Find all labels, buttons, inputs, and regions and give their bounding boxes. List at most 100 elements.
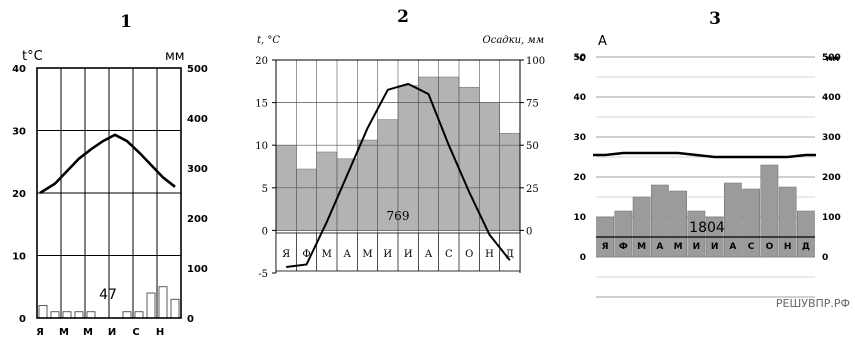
chart-2: 2 t, °C Осадки, мм -5 0 5 10 15 20 0 25 … — [255, 7, 545, 280]
watermark: РЕШУВПР.РФ — [776, 297, 850, 310]
chart-2-month-label: А — [343, 249, 351, 260]
chart-3-month-label: А — [656, 242, 663, 252]
chart-1-precip-bar — [134, 311, 144, 319]
chart-1-y-ticks: 0 10 20 30 40 — [12, 64, 26, 325]
chart-1-precip-bar — [50, 311, 60, 319]
chart-3-month-label: Н — [784, 242, 792, 252]
chart-2-y-tick: 15 — [255, 99, 268, 110]
chart-1-precip-bar — [38, 305, 48, 319]
chart-3-precip-bar — [614, 210, 633, 258]
chart-3-precip-bar — [797, 210, 815, 258]
chart-2-y2-tick: 25 — [526, 184, 539, 195]
chart-2-precip-bar — [479, 102, 500, 231]
chart-3-precip-bar — [742, 188, 760, 258]
chart-1-number: 1 — [120, 12, 132, 32]
chart-2-precip-bar — [418, 76, 439, 231]
chart-3-precip-bar — [760, 164, 779, 258]
chart-1-frame — [36, 67, 182, 319]
chart-3-month-label: Д — [802, 242, 810, 252]
chart-2-precip-unit: Осадки, мм — [483, 35, 544, 46]
chart-3-month-label: А — [729, 242, 736, 252]
chart-3-month-label: Ф — [619, 242, 628, 252]
chart-2-month-label: М — [362, 249, 372, 260]
chart-1-month-label: И — [108, 327, 116, 338]
chart-3-y2-tick: 0 — [822, 253, 828, 263]
chart-2-y-tick: 5 — [262, 184, 268, 195]
chart-2-y2-ticks: 0 25 50 75 100 — [526, 56, 545, 237]
chart-1-temperature-line — [39, 133, 176, 195]
chart-3-month-label: О — [766, 242, 774, 252]
chart-2-month-label: А — [425, 249, 433, 260]
chart-3-y2-tick: 200 — [822, 173, 841, 183]
chart-1-precip-bar — [146, 292, 156, 319]
chart-3-y-tick: 10 — [573, 213, 586, 223]
chart-2-month-label: Ф — [302, 249, 310, 260]
chart-2-y2-tick: 0 — [526, 226, 532, 237]
chart-3-y2-tick: 400 — [822, 93, 841, 103]
chart-1-y-tick: 0 — [19, 314, 26, 325]
chart-2-y-tick: -5 — [258, 269, 268, 280]
chart-2-grid — [276, 60, 520, 233]
chart-2-tick-marks — [272, 59, 524, 274]
chart-2-number: 2 — [397, 7, 409, 27]
chart-2-temperature-line — [286, 82, 511, 268]
chart-1-month-label: М — [59, 327, 69, 338]
chart-3-y-tick: 20 — [573, 173, 586, 183]
chart-2-month-label: И — [404, 249, 413, 260]
chart-2-month-label: Н — [485, 249, 494, 260]
chart-2-bars — [275, 76, 521, 231]
chart-3-y-tick: 0 — [580, 253, 586, 263]
chart-1-y-tick: 10 — [12, 252, 26, 263]
chart-2-month-label: С — [445, 249, 453, 260]
chart-3-temp-unit: °С — [575, 54, 585, 63]
chart-1-y-tick: 30 — [12, 127, 26, 138]
chart-1-y-tick: 20 — [12, 189, 26, 200]
chart-3-bars — [596, 164, 815, 258]
chart-3-month-labels: Я Ф М А М И И А С О Н Д — [602, 242, 810, 252]
chart-2-y-tick: 10 — [255, 141, 268, 152]
chart-3-y-tick: 40 — [573, 93, 586, 103]
chart-3-precip-bar — [778, 186, 797, 258]
chart-1-month-labels: Я М М И С Н — [36, 327, 164, 338]
chart-1-temp-unit: t°C — [22, 49, 43, 64]
chart-2-month-label: И — [383, 249, 392, 260]
chart-3-precip-bar — [669, 190, 687, 258]
chart-1-month-label: М — [83, 327, 93, 338]
chart-1-y2-tick: 500 — [187, 64, 208, 75]
chart-3-y-ticks: 0 10 20 30 40 50 — [573, 53, 586, 263]
chart-2-precip-bar — [438, 76, 460, 231]
chart-3-month-label: С — [748, 242, 755, 252]
chart-3: 3 А °С мм 0 10 20 30 40 50 0 100 200 300… — [573, 9, 850, 310]
chart-3-panel-letter: А — [598, 34, 607, 49]
chart-1-grid — [37, 68, 181, 318]
chart-2-precip-bar — [499, 132, 521, 231]
chart-1-month-label: Я — [36, 327, 44, 338]
chart-3-annual-precip: 1804 — [689, 220, 725, 236]
chart-3-y-tick: 30 — [573, 133, 586, 143]
chart-1-precip-bar — [74, 311, 84, 319]
chart-3-month-label: М — [674, 242, 683, 252]
chart-1-y2-tick: 300 — [187, 164, 208, 175]
chart-2-y-tick: 20 — [255, 56, 268, 67]
chart-3-y2-tick: 300 — [822, 133, 841, 143]
chart-3-precip-bar — [687, 210, 706, 258]
chart-3-month-label: И — [711, 242, 719, 252]
chart-1-y2-tick: 0 — [187, 314, 194, 325]
chart-1-bars — [38, 286, 180, 319]
chart-2-temp-unit: t, °C — [257, 35, 280, 46]
chart-1-month-label: Н — [156, 327, 164, 338]
chart-1-y2-ticks: 0 100 200 300 400 500 — [187, 64, 208, 325]
chart-2-month-dividers — [295, 233, 501, 271]
chart-2-annual-precip: 769 — [387, 209, 410, 223]
chart-2-y-ticks: -5 0 5 10 15 20 — [255, 56, 268, 280]
chart-3-y2-tick: 500 — [822, 53, 841, 63]
chart-1-precip-bar — [86, 311, 96, 319]
chart-3-precip-unit: мм — [826, 54, 839, 63]
chart-1-y2-tick: 100 — [187, 264, 208, 275]
chart-3-y2-tick: 100 — [822, 213, 841, 223]
chart-2-month-label: Я — [282, 249, 290, 260]
chart-3-number: 3 — [709, 9, 721, 29]
chart-1-precip-bar — [122, 311, 132, 319]
chart-2-y-tick: 0 — [262, 226, 268, 237]
